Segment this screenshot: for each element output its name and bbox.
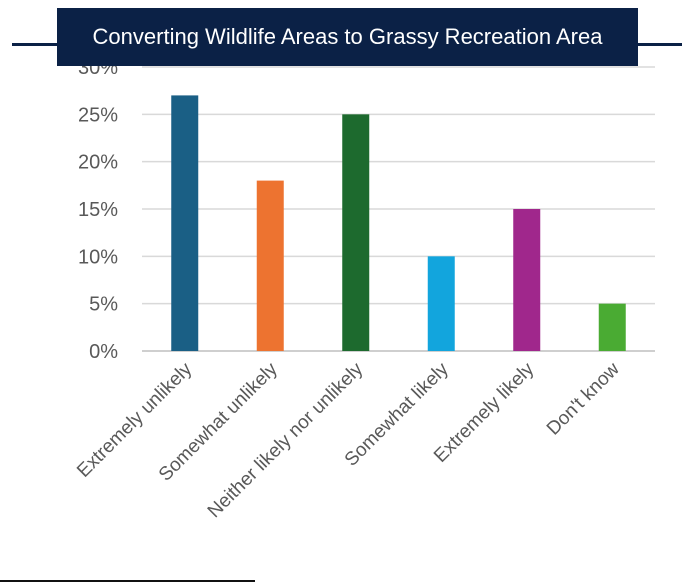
bar-extremely-unlikely bbox=[171, 95, 199, 352]
bar-somewhat-likely bbox=[427, 256, 455, 351]
title-rule-left bbox=[12, 43, 57, 46]
y-tick-label: 0% bbox=[89, 341, 118, 363]
chart-title: Converting Wildlife Areas to Grassy Recr… bbox=[57, 8, 638, 66]
y-tick-label: 20% bbox=[78, 152, 118, 174]
bar-somewhat-unlikely bbox=[256, 180, 284, 351]
title-rule-right bbox=[638, 43, 682, 46]
bars bbox=[171, 95, 626, 352]
y-tick-label: 25% bbox=[78, 104, 118, 126]
x-tick-label: Neither likely nor unlikely bbox=[204, 358, 368, 522]
y-tick-label: 15% bbox=[78, 199, 118, 221]
y-tick-label: 5% bbox=[89, 294, 118, 316]
y-tick-label: 10% bbox=[78, 246, 118, 268]
bar-extremely-likely bbox=[513, 209, 541, 351]
x-tick-label: Don't know bbox=[543, 358, 624, 439]
bar-don-t-know bbox=[598, 303, 626, 351]
gridlines bbox=[142, 66, 655, 352]
bottom-rule bbox=[0, 580, 255, 582]
y-axis-tick-labels: 0%5%10%15%20%25%30% bbox=[78, 57, 118, 363]
bar-neither-likely-nor-unlikely bbox=[342, 114, 370, 351]
